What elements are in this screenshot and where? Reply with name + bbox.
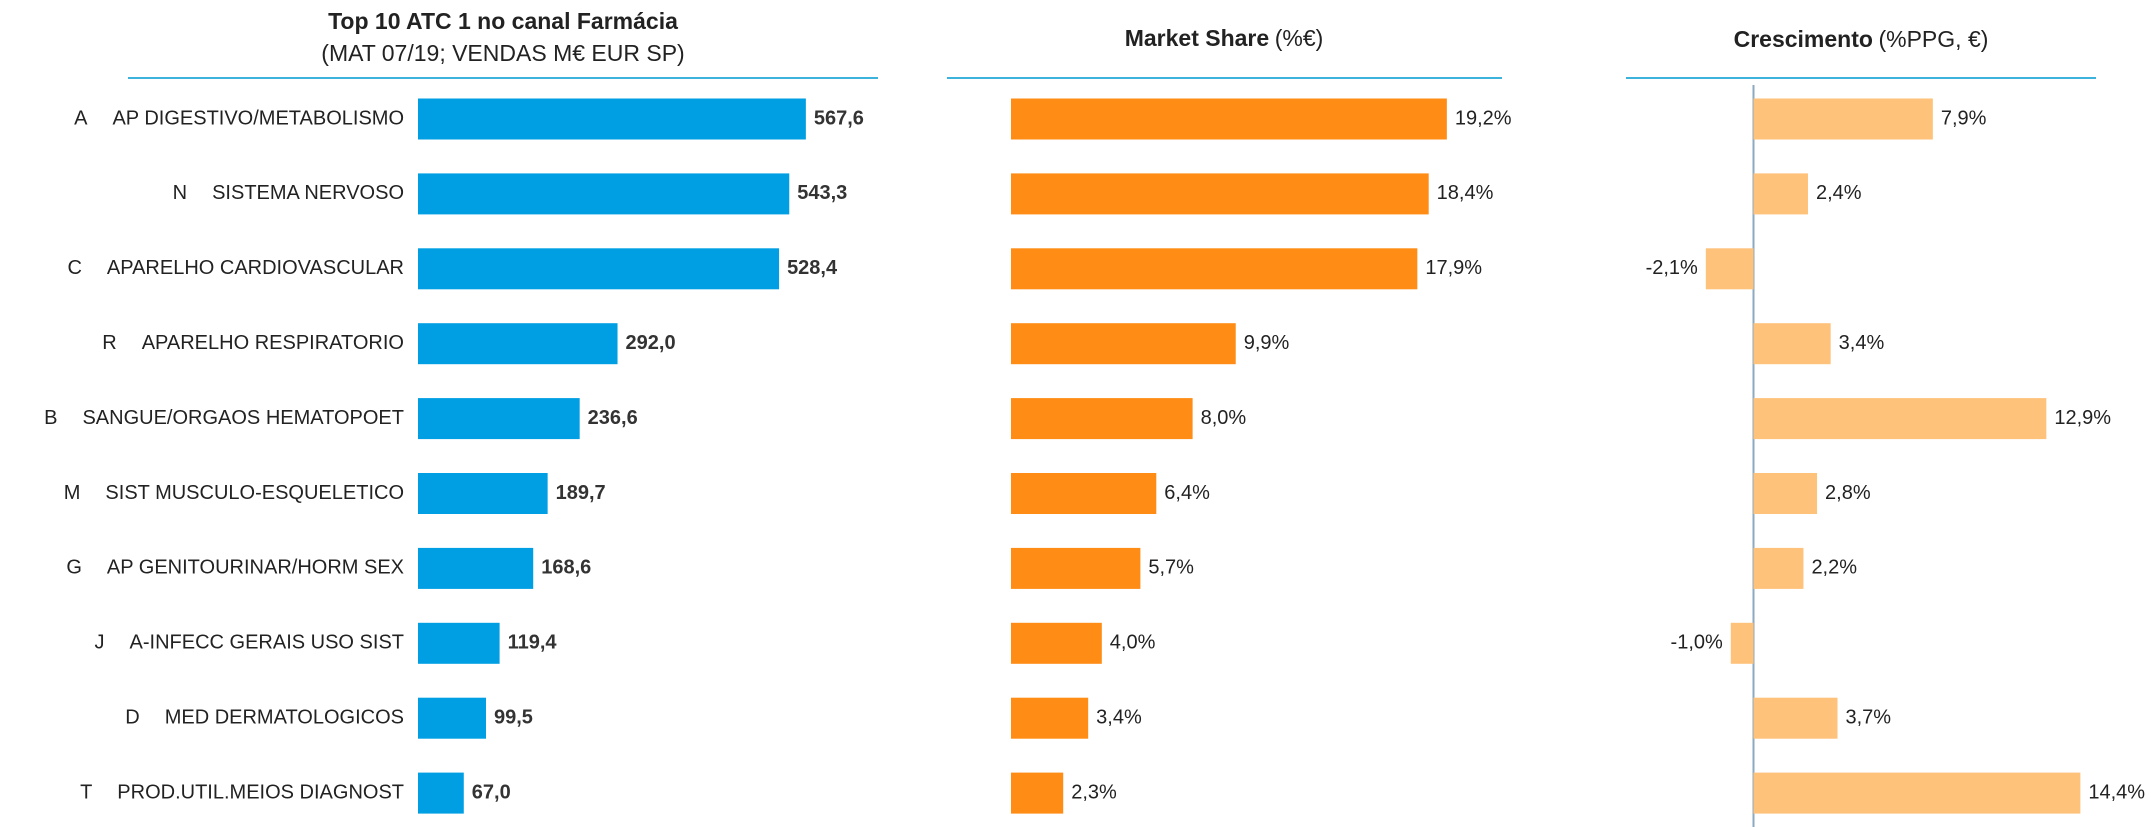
bar	[1011, 622, 1102, 664]
bar	[1011, 98, 1447, 140]
category-label: SANGUE/ORGAOS HEMATOPOET	[82, 407, 404, 429]
value-label: -2,1%	[1646, 257, 1698, 279]
title-text: Crescimento	[1734, 26, 1873, 52]
value-label: 17,9%	[1425, 257, 1482, 279]
value-label: -1,0%	[1671, 632, 1723, 654]
category-label: SISTEMA NERVOSO	[212, 182, 404, 204]
bar	[1753, 697, 1838, 739]
bar	[1753, 98, 1933, 140]
bar	[418, 398, 580, 440]
category-code: D	[125, 706, 139, 728]
bar	[1753, 398, 2047, 440]
value-label: 543,3	[797, 182, 847, 204]
bar	[1011, 697, 1089, 739]
category-label: SIST MUSCULO-ESQUELETICO	[105, 482, 404, 504]
value-label: 9,9%	[1244, 332, 1290, 354]
category-code: T	[80, 781, 92, 803]
bar	[1753, 473, 1818, 514]
value-label: 189,7	[556, 482, 606, 504]
category-label: A-INFECC GERAIS USO SIST	[130, 632, 404, 654]
bar	[418, 323, 618, 365]
bar	[1753, 772, 2081, 814]
category-label: PROD.UTIL.MEIOS DIAGNOST	[117, 781, 404, 803]
bar	[418, 622, 500, 664]
bar	[418, 173, 790, 215]
value-label: 528,4	[787, 257, 838, 279]
value-label: 2,4%	[1816, 182, 1862, 204]
title-unit: (%€)	[1275, 25, 1324, 51]
bar	[1011, 547, 1141, 589]
value-label: 19,2%	[1455, 107, 1512, 129]
value-label: 567,6	[814, 107, 864, 129]
value-label: 18,4%	[1437, 182, 1494, 204]
bar	[418, 697, 486, 739]
chart-subtitle: (MAT 07/19; VENDAS M€ EUR SP)	[321, 40, 684, 66]
category-label: APARELHO RESPIRATORIO	[142, 332, 404, 354]
category-label: MED DERMATOLOGICOS	[165, 706, 404, 728]
category-code: B	[44, 407, 57, 429]
chart-title: Top 10 ATC 1 no canal Farmácia	[328, 8, 678, 34]
value-label: 292,0	[626, 332, 676, 354]
value-label: 12,9%	[2054, 407, 2111, 429]
bar	[1011, 398, 1193, 440]
value-label: 67,0	[472, 781, 511, 803]
value-label: 7,9%	[1941, 107, 1987, 129]
bar	[1705, 248, 1754, 290]
category-label: APARELHO CARDIOVASCULAR	[107, 257, 404, 279]
value-label: 99,5	[494, 706, 533, 728]
bar	[418, 547, 534, 589]
bar	[1011, 173, 1429, 215]
category-code: G	[66, 557, 82, 579]
title-unit: (%PPG, €)	[1878, 26, 1988, 52]
bar	[418, 248, 780, 290]
value-label: 8,0%	[1201, 407, 1247, 429]
category-label: AP GENITOURINAR/HORM SEX	[107, 557, 404, 579]
bar	[1011, 473, 1157, 514]
value-label: 236,6	[588, 407, 638, 429]
category-code: R	[102, 332, 116, 354]
value-label: 3,4%	[1839, 332, 1885, 354]
bar	[1753, 323, 1831, 365]
bar	[1011, 323, 1236, 365]
bar	[418, 473, 548, 514]
bar	[418, 772, 464, 814]
bar	[1730, 622, 1754, 664]
value-label: 2,3%	[1071, 781, 1117, 803]
value-label: 3,4%	[1096, 706, 1142, 728]
category-code: J	[95, 632, 105, 654]
value-label: 2,2%	[1811, 557, 1857, 579]
value-label: 2,8%	[1825, 482, 1871, 504]
category-code: M	[64, 482, 81, 504]
value-label: 5,7%	[1148, 557, 1194, 579]
category-label: AP DIGESTIVO/METABOLISMO	[112, 107, 404, 129]
value-label: 4,0%	[1110, 632, 1156, 654]
category-code: A	[74, 107, 88, 129]
value-label: 119,4	[508, 632, 558, 654]
value-label: 6,4%	[1164, 482, 1210, 504]
value-label: 168,6	[541, 557, 591, 579]
category-code: C	[67, 257, 81, 279]
panel-title: Crescimento (%PPG, €)	[1734, 26, 1989, 52]
category-code: N	[173, 182, 187, 204]
bar	[1753, 547, 1804, 589]
bar	[1753, 173, 1808, 215]
bar	[418, 98, 806, 140]
panel-title: Market Share (%€)	[1125, 25, 1324, 51]
bar	[1011, 248, 1418, 290]
value-label: 3,7%	[1845, 706, 1891, 728]
title-text: Market Share	[1125, 25, 1269, 51]
bar	[1011, 772, 1064, 814]
value-label: 14,4%	[2088, 781, 2145, 803]
